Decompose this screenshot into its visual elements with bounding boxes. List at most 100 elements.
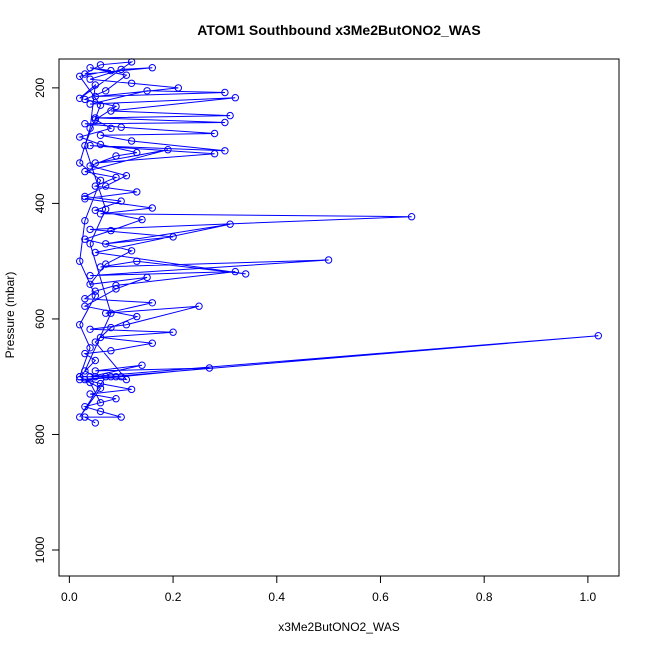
x-tick-label: 0.4 (268, 590, 285, 604)
data-point (112, 373, 120, 381)
y-tick-label: 1000 (33, 536, 47, 563)
data-point (81, 195, 89, 203)
data-point (164, 146, 172, 154)
data-point (112, 395, 120, 403)
data-point (81, 302, 89, 310)
x-axis: 0.0 0.2 0.4 0.6 0.8 1.0 (61, 575, 597, 604)
data-point (102, 309, 110, 317)
data-point (86, 75, 94, 83)
data-point (86, 162, 94, 170)
data-point (86, 271, 94, 280)
data-point (324, 256, 333, 264)
data-point (91, 367, 100, 375)
data-point (96, 61, 105, 69)
data-point (86, 373, 94, 381)
data-point (117, 123, 125, 131)
data-point (133, 257, 141, 265)
data-point (86, 378, 94, 387)
data-point (122, 375, 131, 384)
data-point (133, 148, 141, 157)
data-point (86, 240, 94, 248)
data-point (210, 150, 219, 158)
data-point (107, 309, 115, 317)
data-point (76, 94, 84, 103)
data-point (221, 147, 229, 155)
data-point (133, 312, 141, 321)
data-point (91, 338, 100, 346)
data-point (169, 233, 177, 241)
data-point (138, 361, 146, 369)
data-point (112, 173, 120, 182)
data-point (127, 247, 136, 255)
data-point (86, 141, 94, 150)
plot-frame (58, 58, 620, 577)
data-point (112, 102, 120, 111)
data-point (81, 167, 89, 176)
data-point (174, 84, 183, 92)
data-point (86, 344, 94, 352)
data-point (122, 71, 131, 79)
x-tick-label: 1.0 (580, 590, 597, 604)
data-point (112, 281, 120, 290)
data-point (117, 65, 125, 74)
data-point (91, 116, 100, 124)
y-axis-label: Pressure (mbar) (3, 272, 17, 359)
data-point (81, 217, 89, 225)
data-point (133, 188, 141, 196)
data-point (81, 413, 89, 421)
data-point (226, 111, 234, 120)
data-point (81, 349, 89, 358)
data-point (86, 100, 94, 108)
data-point (81, 120, 89, 128)
data-point (76, 72, 84, 81)
series-points (76, 58, 602, 427)
data-point (221, 118, 229, 127)
data-point (81, 367, 89, 375)
data-point (112, 152, 120, 160)
x-tick-label: 0.8 (476, 590, 493, 604)
data-point (91, 182, 100, 190)
data-point (91, 287, 100, 295)
data-point (107, 124, 115, 133)
data-point (76, 159, 84, 167)
data-point (76, 321, 84, 329)
data-point (91, 92, 100, 101)
data-point (407, 213, 416, 221)
x-tick-label: 0.6 (372, 590, 389, 604)
data-point (76, 413, 84, 421)
y-tick-label: 600 (33, 309, 47, 329)
data-point (107, 66, 115, 75)
data-point (102, 205, 110, 213)
data-point (107, 226, 115, 235)
data-point (86, 64, 94, 72)
data-point (102, 182, 110, 190)
data-point (96, 333, 105, 342)
data-point (221, 88, 229, 97)
data-point (122, 321, 131, 329)
data-point (143, 87, 151, 95)
data-point (96, 140, 105, 149)
data-point (96, 176, 105, 185)
data-point (122, 172, 131, 180)
data-point (594, 332, 602, 340)
data-point (86, 124, 94, 133)
data-point (112, 285, 120, 293)
data-point (86, 225, 94, 234)
data-point (148, 204, 157, 212)
data-point (127, 137, 136, 145)
data-point (143, 273, 151, 282)
data-point (81, 192, 89, 201)
data-point (91, 248, 100, 257)
data-point (205, 364, 214, 372)
x-axis-label: x3Me2ButONO2_WAS (278, 620, 400, 634)
data-point (96, 384, 105, 392)
data-point (86, 390, 94, 398)
data-point (96, 210, 105, 218)
data-point (138, 215, 146, 224)
data-point (231, 267, 240, 276)
data-point (117, 197, 125, 205)
data-point (91, 356, 100, 365)
data-point (148, 339, 157, 347)
